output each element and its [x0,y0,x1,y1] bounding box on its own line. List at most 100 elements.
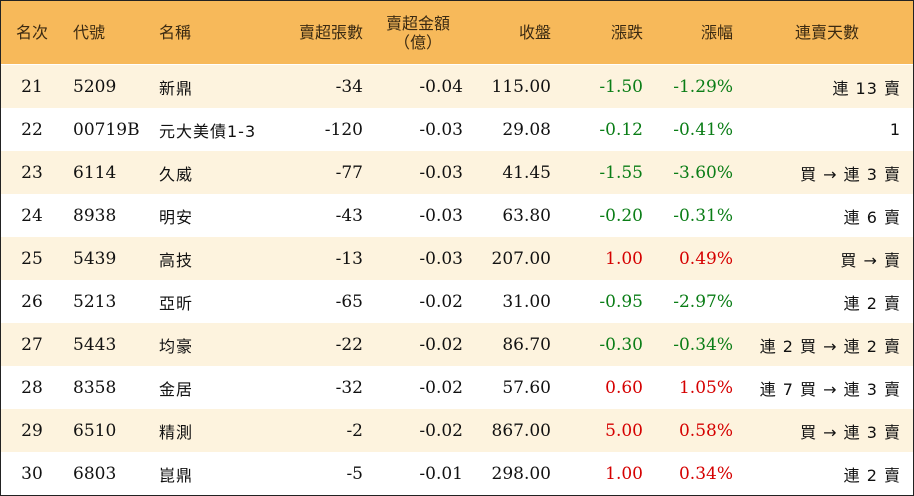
cell-streak: 連 7 買 → 連 3 賣 [759,379,901,399]
cell-change-pct: -3.60% [673,162,733,183]
table-row: 22 00719B 元大美債1-3 -120 -0.03 29.08 -0.12 -0.41%… [1,108,913,151]
table-row: 29 6510 精測 -2 -0.02 867.00 5.00 0.58% 買 → 連 3 賣 [1,409,913,452]
cell-net-sell-lots: -77 [335,162,363,183]
cell-net-sell-amount: -0.01 [419,463,463,484]
cell-streak: 連 6 賣 [843,207,901,227]
cell-streak: 買 → 賣 [840,250,901,270]
header-change-pct: 漲幅 [700,23,733,42]
cell-name: 元大美債1-3 [159,121,257,141]
header-change: 漲跌 [610,23,643,42]
table-row: 28 8358 金居 -32 -0.02 57.60 0.60 1.05% 連 7 買 → 連 … [1,366,913,409]
cell-net-sell-amount: -0.03 [419,248,463,269]
cell-net-sell-lots: -34 [335,76,363,97]
cell-net-sell-lots: -65 [335,291,363,312]
table-row: 25 5439 高技 -13 -0.03 207.00 1.00 0.49% 買 → 賣 [1,237,913,280]
header-net-sell-amount-unit: （億） [393,32,442,52]
cell-name: 高技 [159,250,194,270]
cell-close: 86.70 [502,334,551,355]
cell-rank: 30 [21,463,43,484]
cell-net-sell-amount: -0.03 [419,205,463,226]
cell-close: 29.08 [502,119,551,140]
cell-net-sell-amount: -0.02 [419,420,463,441]
cell-name: 明安 [159,207,194,227]
cell-close: 31.00 [502,291,551,312]
cell-change-pct: 0.49% [678,248,733,269]
header-close: 收盤 [518,23,551,42]
cell-change: -0.12 [599,119,643,140]
cell-streak: 連 2 賣 [843,293,901,313]
cell-code: 6114 [73,162,117,183]
cell-change: -0.30 [599,334,643,355]
cell-name: 新鼎 [159,78,194,98]
cell-code: 00719B [73,119,140,140]
header-net-sell-amount-label: 賣超金額 [385,13,450,33]
cell-name: 均豪 [159,336,194,356]
cell-streak: 買 → 連 3 賣 [800,164,901,184]
cell-close: 57.60 [502,377,551,398]
cell-code: 5209 [73,76,117,97]
cell-rank: 25 [21,248,43,269]
cell-close: 867.00 [491,420,551,441]
cell-close: 41.45 [502,162,551,183]
cell-code: 8938 [73,205,117,226]
cell-net-sell-lots: -22 [335,334,363,355]
cell-streak: 買 → 連 3 賣 [800,422,901,442]
cell-change-pct: -0.34% [673,334,733,355]
cell-name: 久威 [159,164,194,184]
table-row: 21 5209 新鼎 -34 -0.04 115.00 -1.50 -1.29% 連 13 賣 [1,65,913,108]
cell-close: 115.00 [491,76,551,97]
table-row: 26 5213 亞昕 -65 -0.02 31.00 -0.95 -2.97% 連 2 賣 [1,280,913,323]
cell-close: 207.00 [491,248,551,269]
cell-net-sell-amount: -0.02 [419,334,463,355]
header-net-sell-amount: 賣超金額 （億） [373,1,463,64]
cell-code: 5213 [73,291,117,312]
cell-rank: 22 [21,119,43,140]
cell-code: 6510 [73,420,117,441]
cell-code: 5439 [73,248,117,269]
cell-change-pct: 1.05% [678,377,733,398]
cell-net-sell-lots: -5 [346,463,363,484]
cell-name: 金居 [159,379,194,399]
cell-change-pct: -0.41% [673,119,733,140]
cell-name: 精測 [159,422,194,442]
cell-change-pct: -0.31% [673,205,733,226]
table-row: 27 5443 均豪 -22 -0.02 86.70 -0.30 -0.34% 連 2 買 → … [1,323,913,366]
table-row: 24 8938 明安 -43 -0.03 63.80 -0.20 -0.31% 連 6 賣 [1,194,913,237]
header-rank: 名次 [15,23,48,42]
cell-net-sell-amount: -0.04 [419,76,463,97]
cell-change-pct: 0.34% [678,463,733,484]
cell-rank: 23 [21,162,43,183]
cell-rank: 26 [21,291,43,312]
header-code: 代號 [73,23,106,42]
cell-rank: 28 [21,377,43,398]
cell-streak: 連 2 賣 [843,465,901,485]
cell-change-pct: 0.58% [678,420,733,441]
cell-rank: 29 [21,420,43,441]
cell-rank: 24 [21,205,43,226]
cell-change: -1.50 [599,76,643,97]
cell-change-pct: -2.97% [673,291,733,312]
header-streak: 連賣天數 [794,23,859,42]
cell-net-sell-amount: -0.02 [419,377,463,398]
cell-code: 6803 [73,463,117,484]
cell-net-sell-lots: -2 [346,420,363,441]
cell-change: 5.00 [605,420,643,441]
cell-change: 1.00 [605,248,643,269]
cell-name: 亞昕 [159,293,194,313]
table-row: 23 6114 久威 -77 -0.03 41.45 -1.55 -3.60% 買 → 連 3 … [1,151,913,194]
cell-streak: 1 [889,120,901,139]
cell-rank: 21 [21,76,43,97]
table-row: 30 6803 崑鼎 -5 -0.01 298.00 1.00 0.34% 連 2 賣 [1,452,913,495]
cell-net-sell-amount: -0.02 [419,291,463,312]
cell-change: 1.00 [605,463,643,484]
cell-close: 63.80 [502,205,551,226]
cell-streak: 連 2 買 → 連 2 賣 [759,336,901,356]
cell-change: -0.95 [599,291,643,312]
cell-change-pct: -1.29% [673,76,733,97]
header-net-sell-lots: 賣超張數 [298,23,363,42]
cell-change: 0.60 [605,377,643,398]
cell-net-sell-amount: -0.03 [419,119,463,140]
cell-code: 8358 [73,377,117,398]
cell-rank: 27 [21,334,43,355]
